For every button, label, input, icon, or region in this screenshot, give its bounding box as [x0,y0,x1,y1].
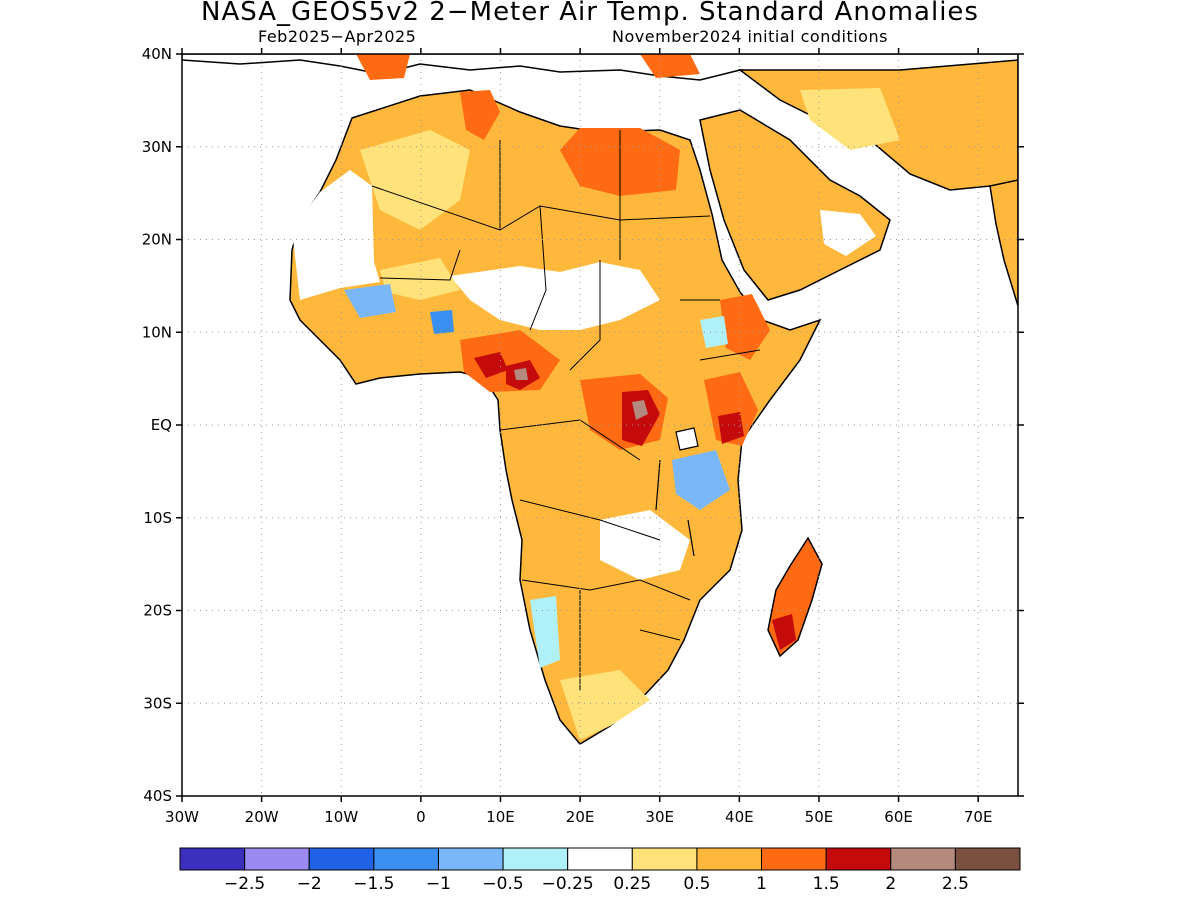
colorbar-label: −0.25 [542,874,594,894]
colorbar-label: −2.5 [224,874,265,894]
north-yellow-patch [360,130,470,230]
sahel-neutral-patch [450,262,660,330]
lon-label: 10W [324,808,358,826]
colorbar-boxes [179,847,1021,871]
colorbar-label: 2 [885,874,896,894]
colorbar-label: 0.5 [683,874,710,894]
tunisia-warm-patch [460,90,500,140]
map-gridlines [182,54,1018,796]
lat-label: 40S [143,787,172,805]
colorbar-box [761,847,827,871]
colorbar-box [954,847,1021,871]
colorbar-box [308,847,375,871]
iberia-warm-patch [356,54,410,80]
iran-yellow-patch [800,88,900,150]
colorbar-box [244,847,310,871]
india-west-coast [989,179,1018,307]
drc-hotspot [622,390,660,446]
axis-ticks [176,48,1024,802]
lon-label: 20W [245,808,279,826]
angola-cool-patch [530,596,560,668]
lat-label: 20S [143,602,172,620]
longitude-labels: 30W 20W 10W 0 10E 20E 30E 40E 50E 60E 70E [165,808,992,826]
initial-conditions: November2024 initial conditions [612,27,888,46]
madagascar-hotspot [772,614,796,650]
forecast-period: Feb2025−Apr2025 [258,27,417,46]
western-sahara-region [292,170,380,300]
cape-yellow-patch [560,670,650,740]
colorbar-box [825,847,892,871]
lon-label: 40E [725,808,754,826]
colorbar-box [631,847,698,871]
lon-label: 30W [165,808,199,826]
east-africa-warm-patch [704,372,758,446]
colorbar-box [373,847,439,871]
lat-label: 20N [142,231,172,249]
lat-label: 40N [142,45,172,63]
colorbar-label: −2 [297,874,322,894]
lon-label: 20E [566,808,595,826]
colorbar-box [890,847,956,871]
lat-label: 30S [143,694,172,712]
kenya-hotspot [718,412,744,444]
colorbar-label: 0.25 [613,874,651,894]
horn-warm-patch [720,294,770,360]
lon-label: 0 [416,808,426,826]
colorbar-label: 2.5 [942,874,969,894]
colorbar-label: −1 [426,874,451,894]
ethiopia-cool-patch [700,316,728,348]
colorbar-label: 1.5 [813,874,840,894]
colorbar-label: 1 [756,874,767,894]
latitude-labels: 40N 30N 20N 10N EQ 10S 20S 30S 40S [142,45,172,805]
lon-label: 60E [884,808,913,826]
lon-label: 70E [964,808,993,826]
lake-victoria [675,427,699,451]
lon-label: 30E [645,808,674,826]
drc-extreme-spot [632,400,648,420]
colorbar-box [696,847,763,871]
colorbar-box [437,847,504,871]
west-africa-cool-patch [344,284,396,318]
colorbar-labels: −2.5 −2 −1.5 −1 −0.5 −0.25 0.25 0.5 1 1.5 2 2.5 [224,874,969,894]
burkina-cool-patch [430,310,454,334]
map-title: NASA_GEOS5v2 2−Meter Air Temp. Standard … [201,0,979,27]
lon-label: 10E [486,808,515,826]
turkey-warm-patch [640,54,700,78]
colorbar-label: −1.5 [353,874,394,894]
lat-label: EQ [151,416,172,434]
lat-label: 10N [142,323,172,341]
lon-label: 50E [805,808,834,826]
lat-label: 30N [142,138,172,156]
lake-malawi [687,519,695,557]
tanzania-cool-patch [672,450,730,510]
arabia-neutral-patch [820,210,876,256]
colorbar-box [502,847,569,871]
colorbar-box [567,847,633,871]
colorbar-label: −0.5 [482,874,523,894]
lat-label: 10S [143,509,172,527]
cameroon-extreme-spot [514,368,528,380]
nigeria-hotspot [474,352,508,378]
colorbar-box [179,847,246,871]
